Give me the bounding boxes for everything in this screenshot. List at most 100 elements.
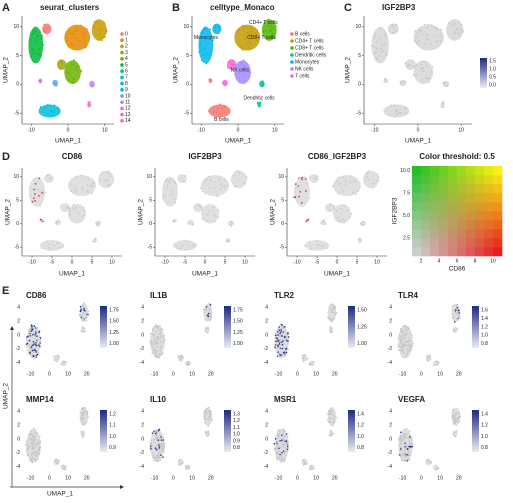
cell-point: [406, 349, 409, 352]
cell-point: [206, 219, 209, 222]
cell-point: [201, 59, 203, 62]
threshold-cell: [421, 211, 431, 221]
cell-point: [40, 38, 42, 41]
cell-point: [333, 307, 336, 310]
cell-point: [38, 47, 41, 50]
cell-point: [400, 440, 403, 443]
cell-point: [204, 416, 206, 419]
cell-point: [210, 410, 212, 413]
cell-point: [287, 336, 290, 338]
threshold-cell: [439, 247, 449, 257]
cell-point: [31, 356, 34, 359]
threshold-cell: [430, 193, 440, 203]
cell-point: [188, 361, 190, 363]
cell-point: [399, 81, 402, 83]
cell-point: [261, 83, 263, 86]
cell-point: [460, 28, 462, 31]
legend-swatch: [120, 57, 124, 61]
cell-point: [238, 77, 241, 79]
threshold-cell: [412, 220, 422, 230]
cell-point: [386, 80, 388, 82]
threshold-cell: [448, 184, 458, 194]
cell-point: [79, 24, 82, 27]
cell-point: [457, 418, 459, 421]
cell-point: [453, 330, 456, 333]
cell-point: [362, 221, 365, 223]
label: 0.0: [489, 82, 496, 88]
cell-point: [329, 412, 332, 415]
cell-point: [203, 421, 206, 424]
cell-point: [205, 62, 208, 65]
cell-point: [38, 177, 41, 180]
cell-point: [201, 190, 204, 193]
cell-point: [300, 178, 303, 180]
cell-point: [67, 45, 70, 48]
cell-point: [281, 343, 284, 346]
cell-point: [299, 190, 301, 193]
cell-point: [29, 39, 32, 41]
cell-point: [188, 464, 190, 467]
cell-point: [274, 334, 277, 337]
cell-point: [275, 446, 278, 449]
cell-point: [409, 436, 411, 438]
cell-point: [201, 218, 204, 220]
cell-point: [457, 309, 460, 311]
cell-point: [209, 180, 211, 182]
label: -10: [27, 371, 34, 377]
cell-point: [376, 173, 379, 175]
cell-point: [38, 331, 40, 334]
colorbar: [224, 306, 231, 348]
cell-point: [393, 104, 395, 107]
cell-point: [284, 434, 287, 437]
label: 20: [456, 475, 462, 481]
threshold-cell: [412, 211, 422, 221]
cell-point: [283, 429, 286, 432]
cell-point: [73, 77, 75, 80]
cell-point: [373, 46, 376, 48]
cell-point: [35, 450, 38, 453]
cell-point: [402, 435, 405, 438]
cell-point: [154, 324, 157, 327]
cell-point: [84, 410, 86, 413]
cell-point: [158, 456, 160, 458]
cell-point: [341, 188, 343, 190]
cell-point: [181, 461, 184, 464]
label: 4: [389, 305, 392, 311]
cell-point: [174, 219, 176, 222]
cell-point: [244, 38, 247, 40]
cell-point: [180, 247, 182, 249]
cell-point: [406, 454, 409, 456]
cell-point: [41, 34, 43, 37]
label: 0: [265, 436, 268, 442]
cell-point: [35, 459, 38, 462]
cell-point: [80, 316, 83, 319]
cell-point: [82, 206, 85, 209]
cell-point: [249, 42, 251, 44]
cell-point: [58, 60, 61, 62]
cell-point: [210, 312, 212, 315]
cell-point: [97, 29, 99, 31]
cell-point: [270, 28, 272, 31]
cell-point: [204, 318, 207, 321]
cell-point: [42, 44, 45, 46]
cell-point: [372, 37, 375, 40]
cell-point: [404, 344, 406, 347]
cell-point: [457, 314, 460, 317]
label: 0: [389, 436, 392, 442]
cell-point: [446, 84, 448, 87]
cell-point: [188, 222, 190, 225]
cell-point: [233, 174, 235, 177]
label: -5: [185, 111, 190, 117]
cell-cluster: [89, 80, 95, 88]
cell-point: [29, 433, 31, 436]
cell-point: [327, 317, 330, 320]
arrow-head: [10, 326, 14, 330]
cell-point: [376, 41, 378, 43]
cell-point: [107, 180, 110, 182]
cell-point: [84, 40, 86, 43]
cell-point: [53, 104, 56, 107]
threshold-cell: [475, 202, 485, 212]
cell-point: [204, 330, 207, 332]
cell-point: [92, 25, 95, 28]
cell-point: [268, 31, 271, 33]
